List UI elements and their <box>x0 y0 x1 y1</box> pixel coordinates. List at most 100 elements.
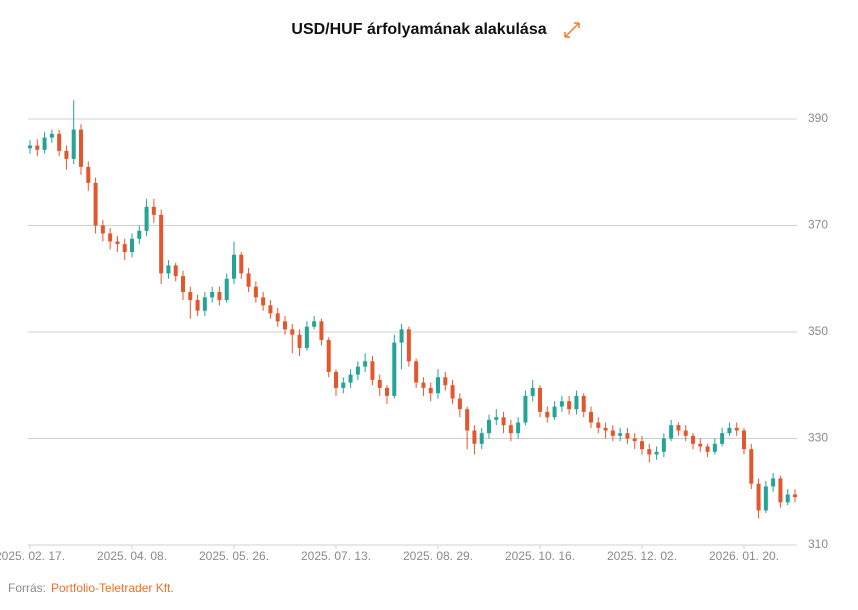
candle-body <box>457 398 462 410</box>
candle-body <box>253 286 258 298</box>
candle-body <box>195 300 200 311</box>
candle-body <box>275 313 280 322</box>
chart-title: USD/HUF árfolyamának alakulása <box>291 21 546 38</box>
candle-body <box>202 297 207 311</box>
candle-body <box>217 292 222 301</box>
candle-body <box>71 129 76 159</box>
candle-body <box>654 451 659 455</box>
candle-body <box>545 411 550 418</box>
expand-icon[interactable] <box>564 22 580 38</box>
y-tick-label: 370 <box>808 218 828 232</box>
candle-body <box>246 273 251 287</box>
candle-body <box>749 449 754 484</box>
candle-body <box>370 361 375 380</box>
candle-body <box>188 292 193 301</box>
candle-body <box>100 225 105 234</box>
candle-body <box>297 334 302 348</box>
candle-body <box>86 166 91 183</box>
candle-body <box>741 430 747 450</box>
x-tick-label: 2025. 05. 26. <box>199 549 269 563</box>
expand-arrows[interactable] <box>564 22 580 38</box>
candle-body <box>727 427 732 434</box>
candle-body <box>377 379 382 388</box>
candle-body <box>756 483 761 511</box>
candle-body <box>552 406 557 418</box>
candle-body <box>479 433 484 444</box>
candle-body <box>122 244 127 253</box>
candle-body <box>421 382 426 388</box>
candle-body <box>384 387 390 396</box>
candle-body <box>763 486 768 511</box>
candle-body <box>618 433 623 436</box>
y-tick-label: 310 <box>808 537 828 551</box>
candle-body <box>137 230 142 239</box>
candle-body <box>129 238 135 253</box>
candle-body <box>406 329 411 362</box>
candle-body <box>574 395 579 410</box>
candle-body <box>523 395 528 423</box>
candle-body <box>224 278 229 301</box>
candle-body <box>625 433 630 439</box>
candle-body <box>49 133 54 138</box>
candle-body <box>720 433 725 444</box>
candle-body <box>683 430 688 436</box>
candle-body <box>588 411 594 423</box>
candle-body <box>180 276 186 293</box>
candle-body <box>231 254 237 279</box>
candle-body <box>166 265 171 274</box>
candle-body <box>494 417 499 420</box>
candle-body <box>734 427 739 431</box>
candle-body <box>326 339 331 372</box>
candle-body <box>261 297 266 306</box>
candle-body <box>115 241 120 245</box>
candle-body <box>792 494 798 498</box>
source-name[interactable]: Portfolio-Teletrader Kft. <box>51 581 174 595</box>
candle-body <box>698 443 703 447</box>
candle-body <box>567 401 572 410</box>
candle-body <box>239 254 244 274</box>
x-tick-label: 2025. 08. 29. <box>403 549 473 563</box>
candle-body <box>559 401 564 407</box>
candle-body <box>676 425 681 431</box>
candle-body <box>516 422 521 434</box>
candle-body <box>596 422 601 428</box>
candle-body <box>632 438 637 442</box>
candle-body <box>399 329 404 343</box>
candle-body <box>35 145 40 150</box>
candle-body <box>355 366 360 375</box>
candle-body <box>450 385 455 399</box>
x-tick-label: 2025. 07. 13. <box>301 549 371 563</box>
candle-body <box>508 425 513 434</box>
candle-body <box>414 361 419 383</box>
y-tick-label: 350 <box>808 324 828 338</box>
candle-body <box>57 133 62 151</box>
y-tick-label: 330 <box>808 431 828 445</box>
candle-body <box>290 329 295 335</box>
candle-body <box>785 494 790 503</box>
x-tick-label: 2025. 10. 16. <box>505 549 575 563</box>
candle-body <box>690 435 696 444</box>
candle-body <box>661 438 666 452</box>
candle-body <box>348 374 353 383</box>
source-label: Forrás: <box>8 581 46 595</box>
candle-body <box>530 387 535 396</box>
candle-body <box>472 430 477 444</box>
candle-body <box>647 449 652 455</box>
candle-body <box>333 371 339 388</box>
candle-body <box>173 265 178 277</box>
candle-body <box>581 395 586 412</box>
candle-body <box>268 305 273 314</box>
x-tick-label: 2025. 04. 08. <box>97 549 167 563</box>
candle-body <box>639 441 645 450</box>
candle-body <box>610 430 615 436</box>
y-tick-label: 390 <box>808 111 828 125</box>
x-tick-label: 2026. 01. 20. <box>709 549 779 563</box>
candle-body <box>341 382 346 388</box>
candle-body <box>93 182 98 226</box>
candle-body <box>428 387 433 394</box>
candle-body <box>486 419 492 434</box>
candle-body <box>669 425 674 439</box>
candle-body <box>705 446 710 452</box>
candle-body <box>159 214 164 274</box>
